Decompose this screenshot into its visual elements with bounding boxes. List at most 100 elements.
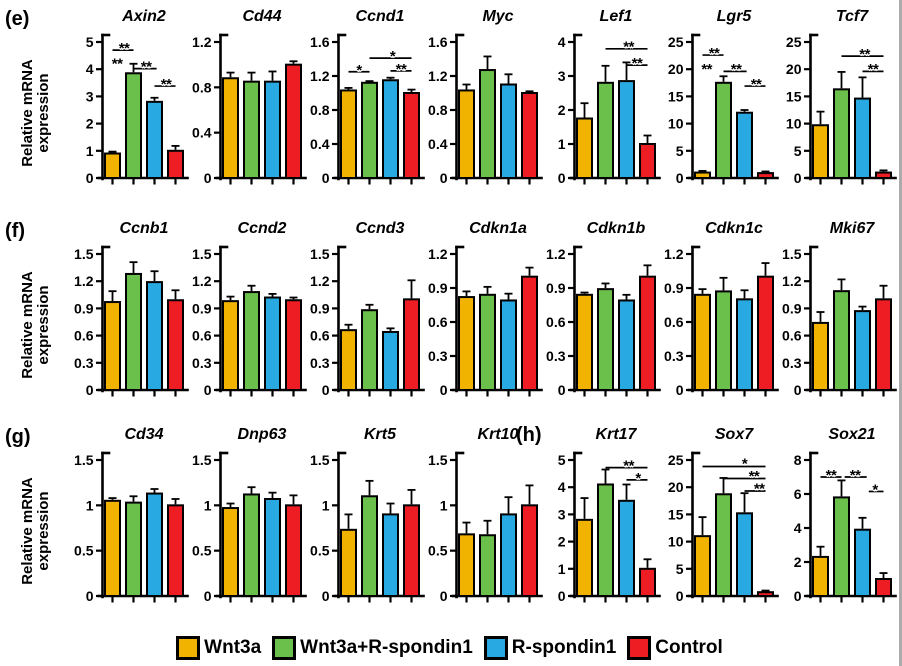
- bar-wnt3a+r-spondin1: [597, 288, 614, 392]
- y-tick-label: 1.5: [74, 246, 94, 262]
- y-tick-label: 1.2: [310, 273, 330, 289]
- y-tick-label: 2: [86, 116, 94, 132]
- significance-stars: **: [868, 61, 879, 78]
- y-tick-label: 5: [794, 143, 802, 159]
- y-tick-label: 0.9: [428, 280, 448, 296]
- bar-control: [639, 275, 656, 392]
- y-tick-label: 1.2: [192, 273, 212, 289]
- y-tick-label: 0.9: [192, 300, 212, 316]
- y-tick-label: 0.5: [310, 543, 330, 559]
- significance-stars: *: [390, 48, 396, 65]
- y-tick-label: 0.8: [428, 102, 448, 118]
- chart-title-lef1: Lef1: [599, 8, 633, 25]
- chart-title-myc: Myc: [482, 8, 514, 25]
- significance-stars: **: [701, 61, 712, 78]
- bar-wnt3a+r-spondin1: [243, 80, 260, 180]
- bar-r-spondin1: [854, 97, 871, 179]
- bar-wnt3a+r-spondin1: [597, 81, 614, 179]
- y-tick-label: 3: [86, 88, 94, 104]
- chart-cdkn1a: Cdkn1a 0 0.3 0.6 0.9 1.2: [426, 218, 544, 414]
- bar-r-spondin1: [736, 512, 753, 597]
- y-tick-label: 20: [668, 479, 684, 495]
- chart-title-krt17: Krt17: [595, 426, 637, 443]
- y-tick-label: 0.3: [74, 355, 94, 371]
- chart-sox21: Sox21 0 2 4 6 8 ** ** *: [780, 424, 898, 620]
- significance-stars: *: [356, 62, 362, 79]
- bar-wnt3a+r-spondin1: [597, 483, 614, 597]
- chart-title-mki67: Mki67: [829, 220, 875, 237]
- y-tick-label: 4: [794, 520, 802, 536]
- y-tick-label: 0: [204, 588, 212, 604]
- bar-wnt3a: [458, 296, 475, 391]
- y-tick-label: 6: [794, 486, 802, 502]
- y-tick-label: 1.2: [74, 273, 94, 289]
- bar-r-spondin1: [382, 79, 399, 179]
- y-tick-label: 1: [86, 497, 94, 513]
- chart-title-sox7: Sox7: [714, 426, 754, 443]
- bar-r-spondin1: [146, 281, 163, 391]
- y-tick-label: 1.5: [310, 452, 330, 468]
- chart-sox7: Sox7 0 5 10 15 20 25 * ** **: [662, 424, 780, 620]
- bar-wnt3a: [576, 293, 593, 391]
- y-tick-label: 0: [794, 588, 802, 604]
- panel-label-f: (f): [5, 220, 25, 242]
- chart-plot-krt17: 0 1 2 3 4 5 ***: [558, 451, 661, 604]
- bar-control: [521, 504, 538, 597]
- bar-r-spondin1: [618, 80, 635, 179]
- bar-r-spondin1: [146, 100, 163, 179]
- y-tick-label: 25: [668, 452, 684, 468]
- y-tick-label: 0.6: [664, 314, 684, 330]
- bar-r-spondin1: [854, 528, 871, 597]
- chart-ccnd3: Ccnd3 0 0.3 0.6 0.9 1.2 1.5: [308, 218, 426, 414]
- significance-stars: **: [754, 480, 765, 497]
- bar-wnt3a: [694, 535, 711, 598]
- y-tick-label: 0.6: [782, 328, 802, 344]
- bar-wnt3a+r-spondin1: [361, 495, 378, 597]
- bar-wnt3a+r-spondin1: [125, 501, 142, 597]
- y-axis-label-f: Relative mRNA expression: [19, 271, 52, 379]
- chart-title-axin2: Axin2: [122, 8, 166, 25]
- bar-r-spondin1: [854, 310, 871, 391]
- y-tick-label: 0: [322, 588, 330, 604]
- y-tick-label: 2: [794, 554, 802, 570]
- y-tick-label: 15: [786, 88, 802, 104]
- chart-axin2: Axin2 0 1 2 3 4 5 ** ** ** **: [72, 6, 190, 202]
- bar-wnt3a: [812, 124, 829, 180]
- y-tick-label: 0: [204, 382, 212, 398]
- y-tick-label: 10: [668, 116, 684, 132]
- y-tick-label: 1.2: [192, 34, 212, 50]
- chart-dnp63: Dnp63 0 0.5 1 1.5: [190, 424, 308, 620]
- bar-wnt3a+r-spondin1: [243, 493, 260, 598]
- charts-row-g-h: Cd34 0 0.5 1 1.5 Dnp63 0 0.5 1 1.5 Krt5 0 0.5 1 1.5 Krt…: [72, 424, 899, 620]
- y-tick-label: 10: [668, 534, 684, 550]
- chart-lef1: Lef1 0 1 2 3 4 ** **: [544, 6, 662, 202]
- y-tick-label: 0: [794, 382, 802, 398]
- y-tick-label: 1.2: [310, 68, 330, 84]
- chart-title-cdkn1b: Cdkn1b: [586, 220, 646, 237]
- y-tick-label: 0: [86, 588, 94, 604]
- legend-item-wnt3a: Wnt3a: [176, 636, 261, 660]
- bar-r-spondin1: [146, 492, 163, 597]
- y-tick-label: 0.3: [782, 355, 802, 371]
- y-tick-label: 0.3: [664, 348, 684, 364]
- y-tick-label: 0: [558, 170, 566, 186]
- significance-stars: **: [632, 55, 643, 72]
- y-tick-label: 0: [440, 588, 448, 604]
- y-tick-label: 1: [558, 561, 566, 577]
- bar-control: [639, 143, 656, 179]
- bar-wnt3a+r-spondin1: [125, 272, 142, 392]
- chart-cd44: Cd44 0 0.4 0.8 1.2: [190, 6, 308, 202]
- chart-plot-cd34: 0 0.5 1 1.5: [74, 451, 189, 604]
- chart-title-lgr5: Lgr5: [716, 8, 752, 25]
- y-tick-label: 1.5: [192, 452, 212, 468]
- panel-label-g: (g): [5, 426, 31, 448]
- y-tick-label: 4: [558, 479, 566, 495]
- y-tick-label: 1.6: [428, 34, 448, 50]
- chart-title-ccnd3: Ccnd3: [355, 220, 405, 237]
- bar-control: [875, 171, 892, 179]
- bar-control: [167, 504, 184, 597]
